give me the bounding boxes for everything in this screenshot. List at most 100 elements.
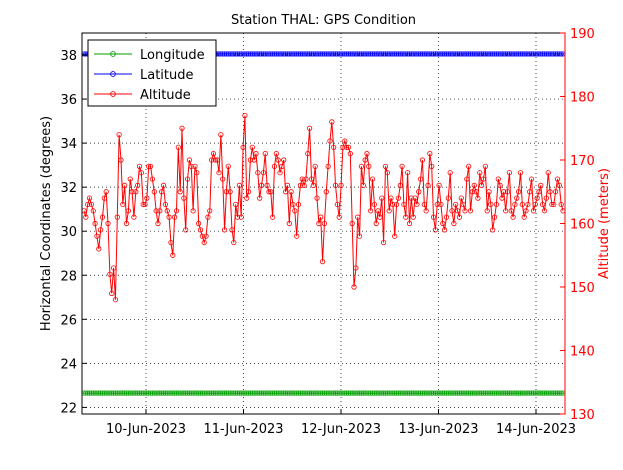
longitude-point xyxy=(96,390,102,396)
latitude-point xyxy=(260,51,266,57)
longitude-point xyxy=(401,390,407,396)
altitude-point xyxy=(342,138,348,144)
latitude-point xyxy=(423,51,429,57)
latitude-point xyxy=(282,51,289,57)
latitude-point xyxy=(268,51,274,57)
longitude-point xyxy=(429,390,435,396)
latitude-point xyxy=(318,51,324,57)
latitude-point xyxy=(362,51,368,57)
chart-title: Station THAL: GPS Condition xyxy=(231,13,416,28)
altitude-point xyxy=(436,182,442,188)
latitude-point xyxy=(521,51,527,57)
altitude-point xyxy=(271,163,278,169)
latitude-point xyxy=(405,51,411,57)
altitude-point xyxy=(443,214,450,220)
altitude-point xyxy=(168,239,174,246)
longitude-point xyxy=(375,390,381,396)
latitude-point xyxy=(279,51,285,57)
longitude-point xyxy=(294,390,300,396)
latitude-point xyxy=(540,51,546,57)
altitude-point xyxy=(279,163,285,169)
longitude-point xyxy=(451,390,457,396)
latitude-point xyxy=(371,51,377,57)
latitude-point xyxy=(434,51,440,57)
altitude-point xyxy=(249,144,255,150)
altitude-point xyxy=(253,151,259,157)
altitude-point xyxy=(212,157,218,163)
latitude-point xyxy=(253,51,259,57)
longitude-point xyxy=(238,390,244,396)
altitude-point xyxy=(85,201,91,208)
longitude-point xyxy=(286,390,292,396)
longitude-point xyxy=(105,390,111,396)
latitude-point xyxy=(233,51,239,57)
latitude-point xyxy=(329,51,335,57)
altitude-point xyxy=(414,201,420,208)
altitude-point xyxy=(110,265,117,271)
latitude-point xyxy=(247,51,254,57)
altitude-point xyxy=(98,227,104,233)
latitude-point xyxy=(466,51,472,57)
altitude-point xyxy=(412,195,418,201)
altitude-point xyxy=(517,170,524,176)
longitude-point xyxy=(147,390,154,396)
y-tick-label-left: 28 xyxy=(60,269,77,284)
altitude-point xyxy=(530,208,537,214)
longitude-point xyxy=(347,390,353,396)
altitude-point xyxy=(353,265,359,271)
longitude-point xyxy=(369,390,376,396)
longitude-point xyxy=(344,390,350,396)
longitude-point xyxy=(386,390,392,396)
altitude-point xyxy=(157,208,163,214)
latitude-point xyxy=(349,51,355,57)
longitude-point xyxy=(479,390,485,396)
altitude-point xyxy=(460,201,466,208)
altitude-point xyxy=(366,163,372,169)
longitude-point xyxy=(553,390,559,396)
longitude-point xyxy=(469,390,475,396)
altitude-point xyxy=(255,170,261,176)
longitude-point xyxy=(334,390,340,396)
longitude-point xyxy=(473,390,479,396)
altitude-point xyxy=(516,189,522,195)
longitude-point xyxy=(136,390,143,396)
altitude-point xyxy=(299,176,305,182)
longitude-point xyxy=(229,390,235,396)
altitude-point xyxy=(382,163,389,169)
altitude-point xyxy=(438,201,444,208)
latitude-point xyxy=(229,51,235,57)
altitude-point xyxy=(356,233,363,239)
latitude-point xyxy=(442,51,448,57)
altitude-point xyxy=(405,170,411,176)
longitude-point xyxy=(519,390,525,396)
latitude-point xyxy=(220,51,226,57)
legend: Longitude Latitude Altitude xyxy=(87,39,217,107)
altitude-point xyxy=(179,125,185,131)
latitude-point xyxy=(303,51,309,57)
altitude-point xyxy=(477,170,483,176)
altitude-point xyxy=(312,163,318,169)
longitude-point xyxy=(247,390,254,396)
longitude-point xyxy=(135,390,141,396)
latitude-point xyxy=(464,51,470,57)
latitude-point xyxy=(541,51,548,57)
altitude-point xyxy=(501,189,507,195)
altitude-point xyxy=(101,195,107,201)
latitude-point xyxy=(262,51,268,57)
altitude-point xyxy=(183,227,189,233)
latitude-point xyxy=(353,51,359,57)
longitude-point xyxy=(536,390,542,396)
altitude-point xyxy=(229,227,235,233)
latitude-point xyxy=(512,51,518,57)
altitude-point xyxy=(118,157,124,163)
altitude-point xyxy=(355,214,361,220)
longitude-point xyxy=(255,390,261,396)
longitude-point xyxy=(440,390,446,396)
latitude-point xyxy=(538,51,544,57)
altitude-point xyxy=(88,201,94,208)
longitude-point xyxy=(417,390,424,396)
latitude-point xyxy=(375,51,381,57)
altitude-point xyxy=(238,214,244,220)
altitude-point xyxy=(466,163,472,169)
longitude-point xyxy=(421,390,427,396)
